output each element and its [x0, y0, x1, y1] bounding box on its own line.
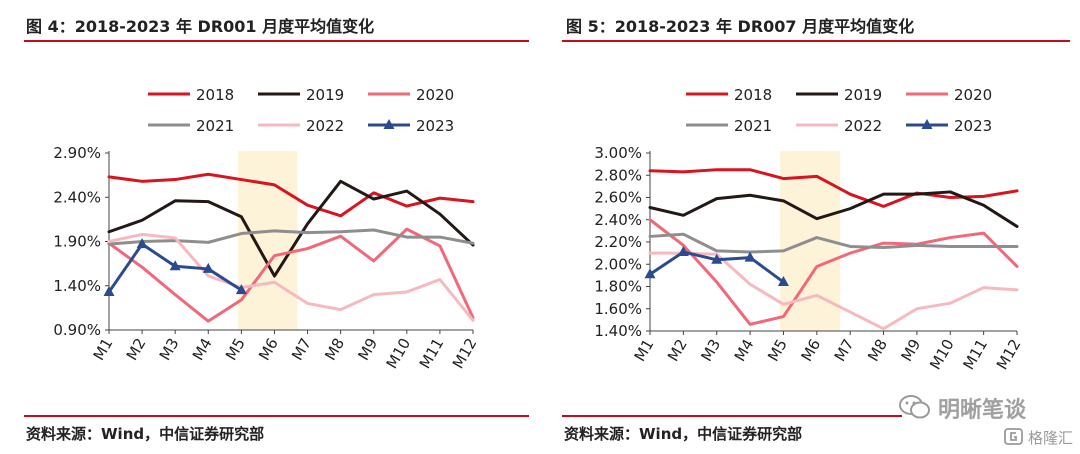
x-tick-label: M8	[321, 335, 348, 363]
x-tick-label: M1	[631, 336, 658, 364]
series-line-2020	[107, 227, 475, 323]
y-tick-label: 1.80%	[594, 278, 642, 296]
x-tick-label: M2	[123, 335, 150, 363]
legend-label-2018: 2018	[734, 86, 772, 104]
watermark-platform: 格隆汇	[1004, 426, 1078, 448]
legend-label-2021: 2021	[196, 117, 234, 135]
x-tick-label: M11	[416, 335, 448, 372]
x-tick-label: M12	[993, 336, 1025, 373]
legend-label-2023: 2023	[954, 117, 992, 135]
chart-title: 图 5：2018-2023 年 DR007 月度平均值变化	[566, 17, 915, 36]
x-tick-label: M9	[898, 336, 925, 364]
gelonghui-logo-icon	[1004, 428, 1023, 445]
chart-svg-dr001: 0.90%1.40%1.90%2.40%2.90%M1 M2 M3 M4 M5 M6 M7 M…	[53, 86, 481, 372]
legend-label-2023: 2023	[416, 117, 454, 135]
x-tick-label: M10	[383, 335, 415, 372]
x-tick-label: M6	[255, 335, 282, 363]
x-tick-label: M9	[354, 335, 381, 363]
series-line-2022	[648, 251, 1019, 331]
x-tick-label: M7	[288, 335, 315, 363]
title-rule	[24, 40, 529, 42]
series-line-2020	[648, 218, 1019, 326]
wechat-icon	[899, 395, 930, 419]
x-tick-label: M1	[90, 335, 117, 363]
series-line-2022	[107, 232, 475, 322]
series-line-2021	[107, 228, 475, 246]
y-tick-label: 1.90%	[53, 233, 101, 251]
legend-label-2021: 2021	[734, 117, 772, 135]
x-tick-label: M4	[731, 336, 758, 364]
data-point-2023	[744, 251, 756, 262]
x-tick-label: M8	[864, 336, 891, 364]
y-tick-label: 3.00%	[594, 144, 642, 162]
data-point-2023	[235, 284, 247, 295]
legend-label-2022: 2022	[844, 117, 882, 135]
x-tick-label: M12	[449, 335, 481, 372]
y-tick-label: 1.60%	[594, 300, 642, 318]
source-rule	[24, 415, 529, 417]
y-tick-label: 2.60%	[594, 189, 642, 207]
legend-label-2020: 2020	[954, 86, 992, 104]
highlight-band	[238, 151, 298, 330]
series-line-2021	[648, 232, 1019, 254]
series-line-2019	[107, 179, 475, 278]
x-tick-label: M4	[189, 335, 216, 363]
series-line-2019	[648, 190, 1019, 228]
data-point-2023	[777, 276, 789, 287]
data-point-2023	[202, 262, 214, 273]
watermark-platform-text: 格隆汇	[1028, 429, 1074, 447]
y-tick-label: 2.90%	[53, 144, 101, 162]
legend-label-2022: 2022	[306, 117, 344, 135]
x-tick-label: M6	[797, 336, 824, 364]
source-note: 资料来源：Wind，中信证券研究部	[26, 425, 265, 443]
x-tick-label: M3	[156, 335, 183, 363]
chart-panel-dr007: 图 5：2018-2023 年 DR007 月度平均值变化 1.40% 1.60%…	[540, 0, 1080, 454]
y-tick-label: 2.20%	[594, 233, 642, 251]
data-point-2023	[677, 246, 689, 257]
series-line-2018	[107, 172, 475, 218]
y-tick-label: 2.40%	[594, 211, 642, 229]
legend-label-2020: 2020	[416, 86, 454, 104]
data-point-2023	[103, 285, 115, 296]
y-tick-label: 2.80%	[594, 166, 642, 184]
data-point-2023	[644, 268, 656, 279]
source-note: 资料来源：Wind，中信证券研究部	[564, 425, 803, 443]
legend-label-2018: 2018	[196, 86, 234, 104]
chart-panel-dr001: 图 4：2018-2023 年 DR001 月度平均值变化 0.90% 1.40%…	[24, 17, 529, 443]
y-tick-label: 1.40%	[594, 322, 642, 340]
x-tick-label: M7	[831, 336, 858, 364]
chart-svg-dr007: 1.40% 1.60% 1.80% 2.00% 2.20% 2.40% 2.60% 2.80%…	[594, 86, 1025, 373]
x-tick-label: M10	[926, 336, 958, 373]
data-point-2023	[136, 238, 148, 249]
legend-marker-2023	[921, 119, 933, 129]
x-tick-label: M2	[664, 336, 691, 364]
title-rule	[562, 40, 1070, 42]
y-tick-label: 2.40%	[53, 188, 101, 206]
legend-label-2019: 2019	[306, 86, 344, 104]
y-tick-label: 0.90%	[53, 321, 101, 339]
watermark-brand: 明晰笔谈	[898, 392, 1048, 423]
source-rule	[562, 415, 902, 417]
watermark-brand-text: 明晰笔谈	[938, 398, 1027, 423]
y-tick-label: 2.00%	[594, 255, 642, 273]
chart-title: 图 4：2018-2023 年 DR001 月度平均值变化	[26, 17, 375, 36]
x-tick-label: M11	[959, 336, 991, 373]
y-tick-label: 1.40%	[53, 277, 101, 295]
x-tick-label: M5	[222, 335, 249, 363]
legend-marker-2023	[383, 119, 395, 129]
x-tick-label: M5	[764, 336, 791, 364]
legend-label-2019: 2019	[844, 86, 882, 104]
series-line-2018	[648, 168, 1019, 208]
data-point-2023	[711, 253, 723, 264]
x-tick-label: M3	[697, 336, 724, 364]
data-point-2023	[169, 260, 181, 271]
